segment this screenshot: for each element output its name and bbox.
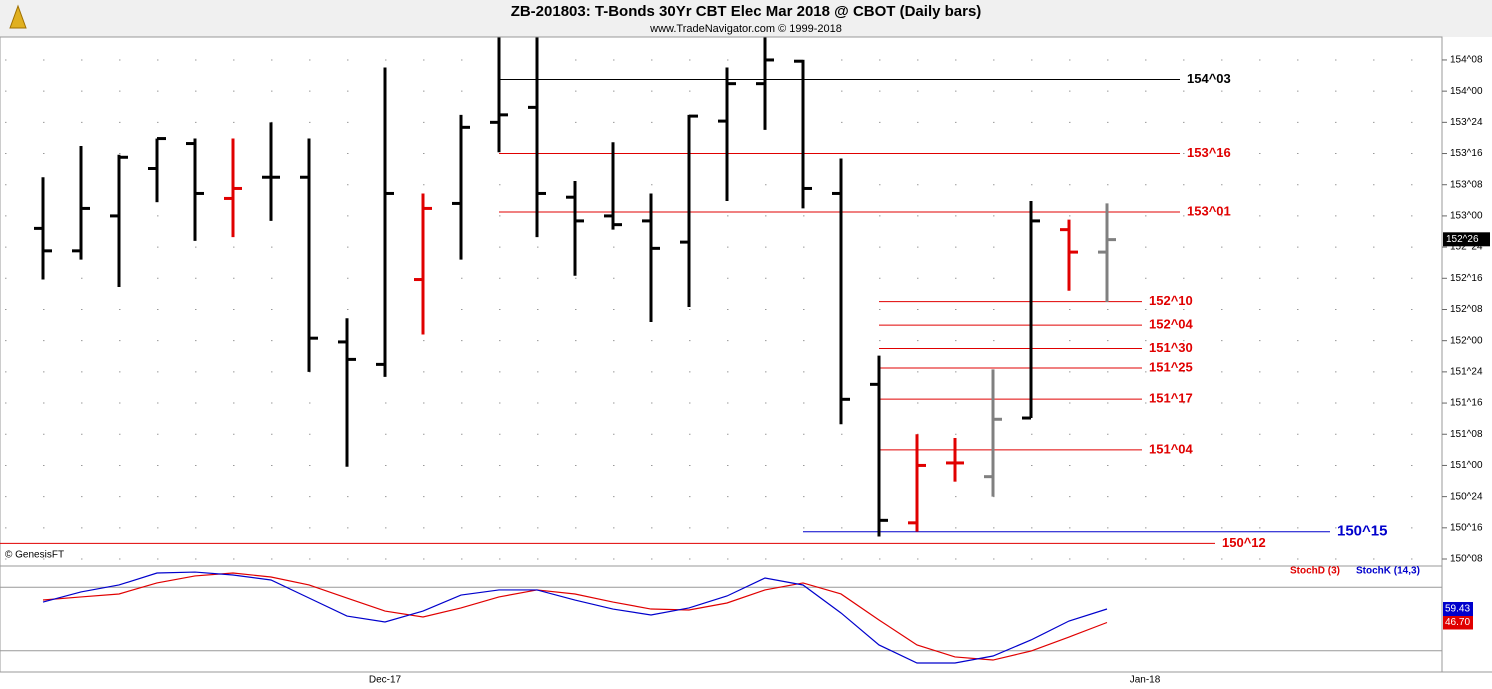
y-tick-label: 151^08 (1450, 429, 1483, 440)
level-label: 150^12 (1222, 535, 1266, 550)
y-tick-label: 152^08 (1450, 304, 1483, 315)
chart-subtitle: www.TradeNavigator.com © 1999-2018 (649, 23, 842, 35)
y-tick-label: 153^24 (1450, 117, 1483, 128)
level-label: 152^04 (1149, 317, 1194, 332)
y-tick-label: 150^16 (1450, 522, 1483, 533)
stoch-line (42, 571, 1108, 664)
y-tick-label: 151^24 (1450, 367, 1483, 378)
source-label: © GenesisFT (5, 550, 64, 561)
y-tick-label: 154^08 (1450, 55, 1483, 66)
last-price-tag (1443, 232, 1490, 247)
level-label: 151^30 (1149, 340, 1193, 355)
level-label: 151^17 (1149, 391, 1193, 406)
level-label: 152^10 (1149, 293, 1193, 308)
level-label: 153^16 (1187, 145, 1231, 160)
x-tick-label: Jan-18 (1130, 675, 1161, 686)
last-value-label: 59.43 (1445, 604, 1470, 615)
y-tick-label: 153^08 (1450, 179, 1483, 190)
level-label: 151^25 (1149, 359, 1193, 374)
legend-label: StochK (14,3) (1356, 566, 1420, 577)
y-tick-label: 150^24 (1450, 491, 1483, 502)
y-tick-label: 152^24 (1450, 242, 1483, 253)
y-tick-label: 151^00 (1450, 460, 1483, 471)
y-tick-label: 150^08 (1450, 554, 1483, 565)
level-label: 150^15 (1337, 523, 1387, 540)
last-value-tag (1443, 602, 1473, 617)
legend-label: StochD (3) (1290, 566, 1340, 577)
y-tick-label: 154^00 (1450, 86, 1483, 97)
last-value-tag (1443, 615, 1473, 630)
y-tick-label: 153^16 (1450, 148, 1483, 159)
y-tick-label: 153^00 (1450, 211, 1483, 222)
last-value-label: 46.70 (1445, 617, 1470, 628)
last-price-label: 152^26 (1446, 234, 1479, 245)
logo (9, 4, 27, 29)
chart-title: ZB-201803: T-Bonds 30Yr CBT Elec Mar 201… (511, 3, 982, 20)
y-tick-label: 152^00 (1450, 335, 1483, 346)
x-tick-label: Dec-17 (369, 675, 402, 686)
level-label: 151^04 (1149, 441, 1194, 456)
plot-area (0, 36, 1443, 673)
y-tick-label: 152^16 (1450, 273, 1483, 284)
level-label: 153^01 (1187, 203, 1231, 218)
y-tick-label: 151^16 (1450, 398, 1483, 409)
title-bar (0, 0, 1492, 37)
level-label: 154^03 (1187, 71, 1231, 86)
